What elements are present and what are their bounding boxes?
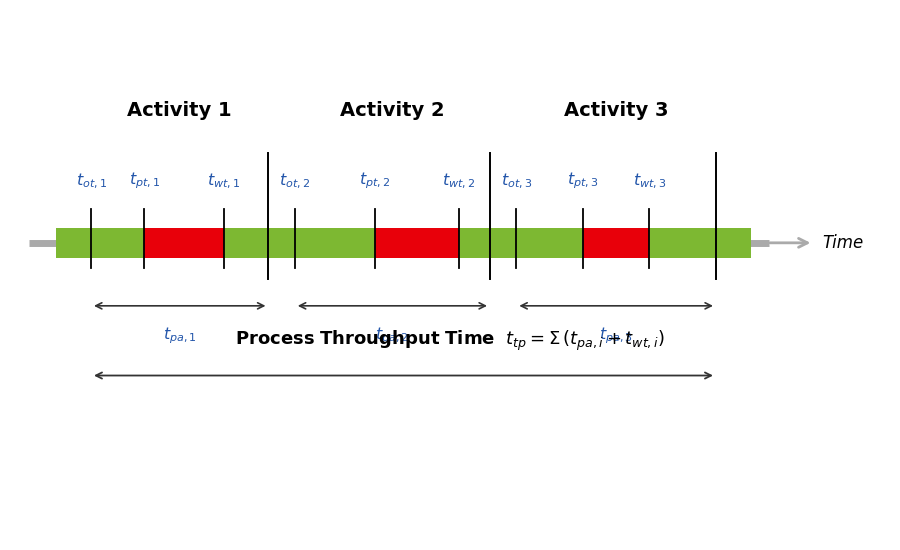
Text: $t_{wt,3}$: $t_{wt,3}$ xyxy=(633,171,666,190)
Bar xyxy=(374,228,459,257)
Text: $t_{ot,1}$: $t_{ot,1}$ xyxy=(76,171,107,190)
Text: $t_{pa,3}$: $t_{pa,3}$ xyxy=(599,325,634,345)
Text: $t_{wt,2}$: $t_{wt,2}$ xyxy=(442,171,475,190)
Bar xyxy=(583,228,650,257)
Text: $t_{ot,2}$: $t_{ot,2}$ xyxy=(279,171,310,190)
Text: $t_{pa,2}$: $t_{pa,2}$ xyxy=(375,325,410,345)
Text: $t_{pt,3}$: $t_{pt,3}$ xyxy=(567,170,598,190)
Text: $t_{pa,1}$: $t_{pa,1}$ xyxy=(163,325,197,345)
Bar xyxy=(144,228,224,257)
Text: $t_{pt,1}$: $t_{pt,1}$ xyxy=(129,170,160,190)
Bar xyxy=(56,228,751,257)
Text: Time: Time xyxy=(823,234,863,252)
Text: Activity 2: Activity 2 xyxy=(340,101,445,120)
Text: Activity 3: Activity 3 xyxy=(564,101,669,120)
Text: $t_{pt,2}$: $t_{pt,2}$ xyxy=(359,170,391,190)
Text: $\mathbf{Process\ Throughput\ Time}$  $t_{tp} = \Sigma\,(t_{pa,i}+t_{wt,i})$: $\mathbf{Process\ Throughput\ Time}$ $t_… xyxy=(235,328,665,353)
Text: Activity 1: Activity 1 xyxy=(128,101,232,120)
Text: $t_{wt,1}$: $t_{wt,1}$ xyxy=(207,171,241,190)
Text: $t_{ot,3}$: $t_{ot,3}$ xyxy=(500,171,532,190)
